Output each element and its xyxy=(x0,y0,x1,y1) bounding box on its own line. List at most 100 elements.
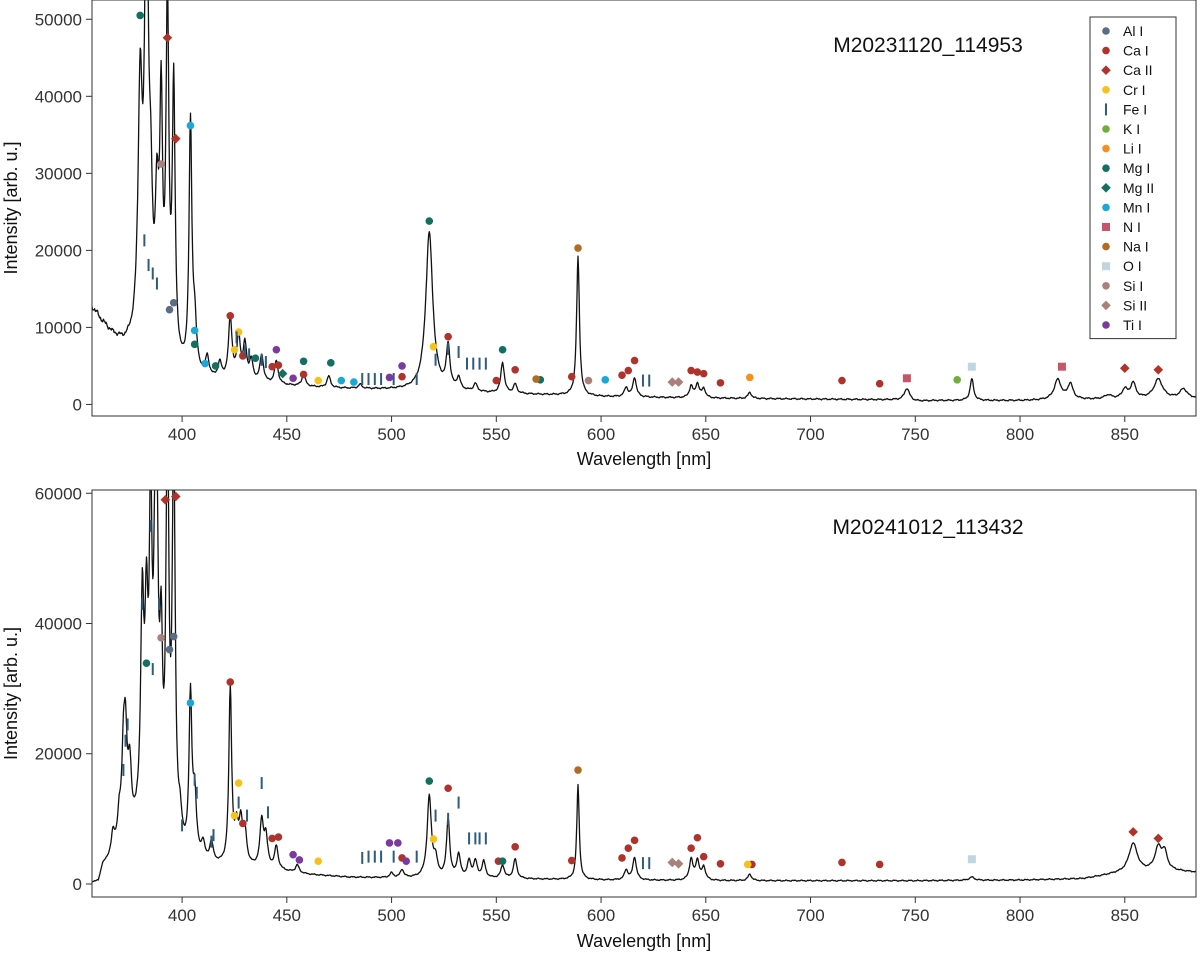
line-markers xyxy=(122,491,1164,870)
marker-fe-i xyxy=(434,353,437,366)
marker-k-i xyxy=(953,375,961,384)
marker-ca-i xyxy=(268,362,276,371)
marker-fe-i xyxy=(380,373,383,386)
marker-ti-i xyxy=(272,345,281,354)
marker-fe-i xyxy=(1105,103,1107,116)
marker-fe-i xyxy=(373,373,376,386)
marker-ca-i xyxy=(716,859,725,868)
marker-cr-i xyxy=(230,345,239,354)
marker-ti-i xyxy=(1102,321,1110,329)
x-tick-label: 850 xyxy=(1111,425,1139,444)
marker-fe-i xyxy=(143,234,146,247)
x-tick-label: 500 xyxy=(377,906,405,925)
y-axis-label: Intensity [arb. u.] xyxy=(1,627,21,760)
marker-cr-i xyxy=(234,779,243,787)
marker-fe-i xyxy=(648,857,651,870)
legend-label: Si I xyxy=(1123,278,1143,294)
marker-ca-i xyxy=(398,372,406,381)
panel-title: M20241012_113432 xyxy=(832,516,1023,539)
marker-fe-i xyxy=(151,267,154,280)
legend-entry-ca-ii: Ca II xyxy=(1101,62,1153,78)
marker-al-i xyxy=(165,305,174,314)
marker-k-i xyxy=(1102,125,1110,133)
marker-fe-i xyxy=(122,764,125,777)
marker-si-ii xyxy=(673,858,684,869)
legend-label: Mg II xyxy=(1123,180,1154,196)
x-tick-label: 750 xyxy=(901,906,929,925)
marker-ca-i xyxy=(511,365,519,374)
legend-label: Al I xyxy=(1123,23,1143,39)
legend-label: Cr I xyxy=(1123,82,1146,98)
legend-label: Mg I xyxy=(1123,160,1150,176)
x-tick-label: 700 xyxy=(796,425,824,444)
marker-fe-i xyxy=(155,277,158,290)
marker-na-i xyxy=(1102,242,1110,251)
legend-entry-fe-i: Fe I xyxy=(1105,101,1147,117)
marker-fe-i xyxy=(641,857,644,870)
marker-fe-i xyxy=(243,344,246,357)
x-tick-label: 450 xyxy=(273,906,301,925)
marker-ca-i xyxy=(567,856,576,865)
x-tick-label: 550 xyxy=(482,906,510,925)
marker-mg-i xyxy=(251,354,260,363)
legend-label: Si II xyxy=(1123,297,1147,313)
marker-ti-i xyxy=(402,857,411,865)
marker-mg-i xyxy=(327,359,335,367)
legend-entry-mg-ii: Mg II xyxy=(1101,180,1154,196)
marker-mg-i xyxy=(1102,164,1110,172)
marker-mg-i xyxy=(136,11,144,20)
marker-fe-i xyxy=(465,357,468,370)
marker-fe-i xyxy=(484,357,487,370)
y-tick-label: 40000 xyxy=(35,87,82,106)
legend-entry-si-i: Si I xyxy=(1102,278,1143,294)
y-tick-label: 30000 xyxy=(35,164,82,183)
marker-fe-i xyxy=(484,832,487,845)
y-axis-label: Intensity [arb. u.] xyxy=(1,141,21,274)
marker-fe-i xyxy=(392,850,395,863)
y-tick-label: 20000 xyxy=(35,745,82,764)
marker-o-i xyxy=(1102,262,1110,271)
bottom-spectrum-panel: 400 450 500 550 600 650 700 750 800 850 0 20000 4000… xyxy=(1,484,1197,951)
marker-fe-i xyxy=(447,342,450,355)
marker-mn-i xyxy=(190,326,199,335)
marker-ca-i xyxy=(699,369,708,378)
marker-si-i xyxy=(1102,282,1110,290)
x-tick-label: 800 xyxy=(1006,906,1034,925)
marker-mg-ii xyxy=(1101,183,1111,193)
marker-al-i xyxy=(169,632,178,641)
marker-cr-i xyxy=(230,811,239,820)
marker-ca-ii xyxy=(1128,827,1138,837)
marker-al-i xyxy=(1102,27,1110,35)
legend-entry-li-i: Li I xyxy=(1102,141,1142,157)
marker-o-i xyxy=(967,362,976,371)
y-tick-label: 40000 xyxy=(35,614,82,633)
legend-entry-mn-i: Mn I xyxy=(1102,199,1150,215)
marker-mn-i xyxy=(337,376,346,385)
marker-fe-i xyxy=(367,373,370,386)
legend-entry-k-i: K I xyxy=(1102,121,1140,137)
legend-entry-cr-i: Cr I xyxy=(1102,82,1146,98)
marker-ca-i xyxy=(226,312,235,320)
marker-mg-i xyxy=(498,857,507,865)
marker-fe-i xyxy=(648,374,651,387)
marker-fe-i xyxy=(260,777,263,790)
marker-ti-i xyxy=(289,374,297,383)
marker-ca-i xyxy=(618,371,626,379)
panel-title: M20231120_114953 xyxy=(833,34,1023,57)
marker-ca-ii xyxy=(1101,65,1111,75)
marker-fe-i xyxy=(212,829,215,842)
marker-ca-i xyxy=(618,854,626,862)
marker-fe-i xyxy=(367,850,370,863)
marker-ca-i xyxy=(693,368,702,376)
marker-na-i xyxy=(574,766,582,774)
marker-si-i xyxy=(157,160,165,168)
marker-fe-i xyxy=(457,346,460,359)
marker-mn-i xyxy=(201,359,209,368)
marker-ti-i xyxy=(398,362,406,370)
y-tick-label: 10000 xyxy=(35,318,82,337)
x-tick-label: 850 xyxy=(1111,906,1139,925)
marker-fe-i xyxy=(434,809,437,822)
marker-si-i xyxy=(584,376,593,385)
marker-ca-ii xyxy=(1153,364,1164,375)
marker-ca-i xyxy=(444,332,452,341)
